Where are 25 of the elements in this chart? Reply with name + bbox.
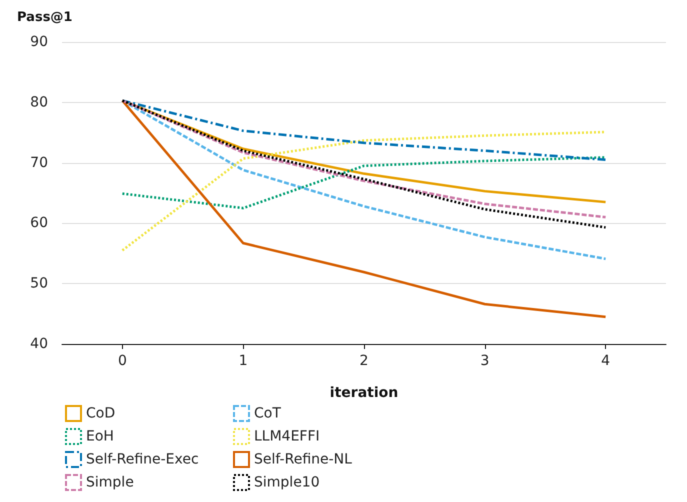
legend-label: Self-Refine-NL bbox=[254, 452, 352, 468]
y-tick-label: 70 bbox=[30, 154, 48, 171]
line-series bbox=[121, 130, 607, 252]
x-tick-label: 2 bbox=[360, 353, 368, 369]
line-series bbox=[121, 156, 607, 210]
x-tick-label: 1 bbox=[238, 353, 248, 369]
x-tick-label: 3 bbox=[480, 353, 490, 369]
y-tick-label: 60 bbox=[30, 215, 48, 232]
legend-label: Simple10 bbox=[254, 474, 320, 490]
legend-label: CoT bbox=[254, 406, 282, 422]
legend-label: Simple bbox=[86, 474, 134, 490]
y-tick-label: 50 bbox=[30, 276, 48, 292]
line-series bbox=[121, 99, 607, 318]
x-axis-title: iteration bbox=[330, 385, 398, 401]
line-series bbox=[121, 99, 607, 162]
y-tick-label: 80 bbox=[30, 94, 48, 110]
x-tick-label: 0 bbox=[118, 353, 127, 369]
legend-label: EoH bbox=[86, 428, 114, 444]
y-tick-label: 40 bbox=[30, 336, 48, 352]
legend-label: LLM4EFFI bbox=[254, 428, 320, 444]
y-tick-label: 90 bbox=[30, 34, 48, 50]
legend-label: CoD bbox=[86, 406, 116, 422]
legend-label: Self-Refine-Exec bbox=[86, 452, 199, 468]
y-axis-title: Pass@1 bbox=[17, 10, 72, 25]
x-tick-label: 4 bbox=[601, 353, 610, 369]
